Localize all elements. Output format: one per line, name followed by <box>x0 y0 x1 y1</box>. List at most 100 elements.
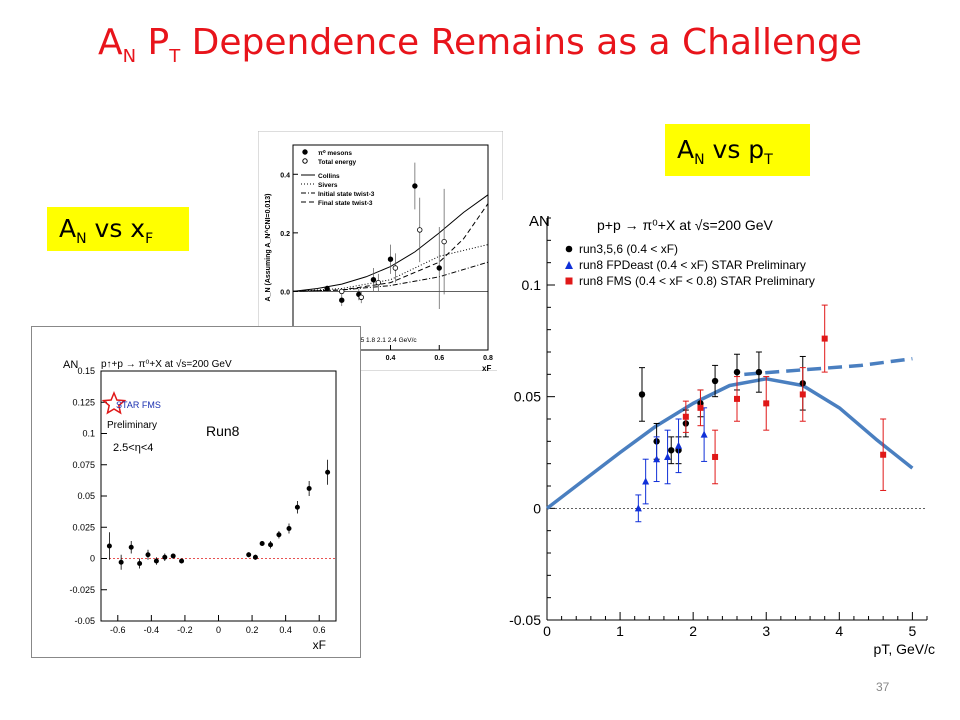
legend-marker <box>565 245 573 253</box>
legend-entry: run8 FPDeast (0.4 < xF) STAR Preliminary <box>579 258 806 272</box>
y-tick-label: 0.1 <box>82 429 95 439</box>
data-point <box>664 452 672 460</box>
legend-marker <box>565 261 573 269</box>
y-tick-label: 0 <box>533 500 541 516</box>
run8-text: Run8 <box>206 423 240 439</box>
legend-entry: Final state twist-3 <box>318 200 373 207</box>
data-point <box>375 279 382 286</box>
data-point <box>697 404 704 411</box>
data-point <box>711 377 719 385</box>
data-point <box>734 395 740 402</box>
x-tick-label: 0.2 <box>246 625 259 635</box>
star-logo-icon <box>101 391 127 415</box>
data-point <box>880 451 887 458</box>
x-tick-label: 0.6 <box>434 355 444 362</box>
data-point <box>441 238 447 245</box>
y-tick-label: 0.05 <box>514 389 541 405</box>
data-point <box>286 526 292 531</box>
eta-range-text: 2.5<η<4 <box>113 442 153 454</box>
x-tick-label: 0.8 <box>483 355 493 362</box>
chart-header: p↑+p → π⁰+X at √s=200 GeV <box>101 358 232 370</box>
data-point <box>634 504 642 512</box>
data-point <box>675 441 683 449</box>
legend-entry: run8 FMS (0.4 < xF < 0.8) STAR Prelimina… <box>579 274 815 288</box>
x-tick-label: 3 <box>762 623 770 639</box>
x-axis-label: pT, GeV/c <box>874 641 935 657</box>
data-point <box>276 532 282 538</box>
y-tick-label: 0 <box>90 554 95 564</box>
trend-curve-dashed <box>744 356 913 377</box>
data-point <box>137 561 143 566</box>
data-point <box>799 391 806 398</box>
data-point <box>712 453 719 460</box>
data-point <box>268 542 274 548</box>
y-tick-label: 0.15 <box>77 366 95 376</box>
preliminary-text: Preliminary <box>107 420 157 431</box>
data-point <box>733 368 741 376</box>
legend-marker <box>565 277 573 285</box>
data-point <box>763 400 770 407</box>
slide-title: AN PT Dependence Remains as a Challenge <box>97 22 863 68</box>
y-tick-label: 0.0 <box>280 289 290 296</box>
data-point <box>339 297 345 303</box>
data-point <box>106 543 112 549</box>
data-point <box>179 558 185 564</box>
legend-entry: π⁰ mesons <box>318 149 352 157</box>
x-tick-label: -0.2 <box>177 625 193 635</box>
data-point <box>668 447 675 454</box>
x-tick-label: 2 <box>689 623 697 639</box>
data-point <box>294 504 300 510</box>
x-tick-label: 0 <box>216 625 221 635</box>
y-axis-label: AN <box>63 359 78 371</box>
data-point <box>436 265 442 271</box>
theory-curve <box>292 203 489 292</box>
y-tick-label: 0.05 <box>77 491 95 501</box>
x-tick-label: 0.4 <box>386 355 396 362</box>
data-point <box>162 554 168 560</box>
data-point <box>153 558 159 564</box>
legend-entry: Sivers <box>318 182 338 189</box>
data-point <box>246 552 252 558</box>
y-tick-label: -0.05 <box>509 612 541 628</box>
data-point <box>128 544 134 550</box>
data-point <box>417 227 423 233</box>
data-point <box>412 183 418 189</box>
x-tick-label: 0.4 <box>279 625 292 635</box>
x-tick-label: 5 <box>908 623 916 639</box>
x-tick-label: -0.4 <box>144 625 160 635</box>
y-axis-label: A_N (Assuming A_N^CNI=0.013) <box>264 194 272 302</box>
chart-xf: -0.05 -0.025 0 0.025 0.05 0.075 0.1 0.125 0.15 -0… <box>31 326 361 658</box>
data-point <box>325 469 331 475</box>
x-axis-label: xF <box>482 364 491 371</box>
y-tick-label: 0.075 <box>72 460 95 470</box>
legend-entry: run3,5,6 (0.4 < xF) <box>579 242 678 256</box>
data-point <box>118 559 124 565</box>
data-point <box>392 265 399 271</box>
y-axis-label: AN <box>529 213 550 230</box>
y-tick-label: 0.025 <box>72 522 95 532</box>
legend-entry: Initial state twist-3 <box>318 191 375 198</box>
legend-entry: Total energy <box>318 159 357 166</box>
data-point <box>700 430 708 438</box>
y-tick-label: 0.1 <box>522 277 542 293</box>
data-point <box>387 256 394 262</box>
x-tick-label: 1 <box>616 623 624 639</box>
chart-header: p+p → π⁰+X at √s=200 GeV <box>597 217 774 233</box>
y-tick-label: 0.2 <box>280 231 290 238</box>
legend-marker <box>302 149 308 155</box>
data-point <box>252 554 258 560</box>
data-point <box>755 368 763 376</box>
x-axis-label: xF <box>313 638 326 652</box>
data-point <box>145 552 151 558</box>
data-point <box>358 294 364 300</box>
y-tick-label: 0.4 <box>280 172 290 179</box>
x-tick-label: 0.6 <box>313 625 326 635</box>
data-point <box>324 285 330 292</box>
data-point <box>821 335 828 342</box>
label-an-vs-xf: AN vs xF <box>47 207 189 251</box>
data-point <box>339 288 345 295</box>
y-tick-label: -0.025 <box>69 585 95 595</box>
data-point <box>370 277 377 283</box>
data-point <box>170 553 176 559</box>
